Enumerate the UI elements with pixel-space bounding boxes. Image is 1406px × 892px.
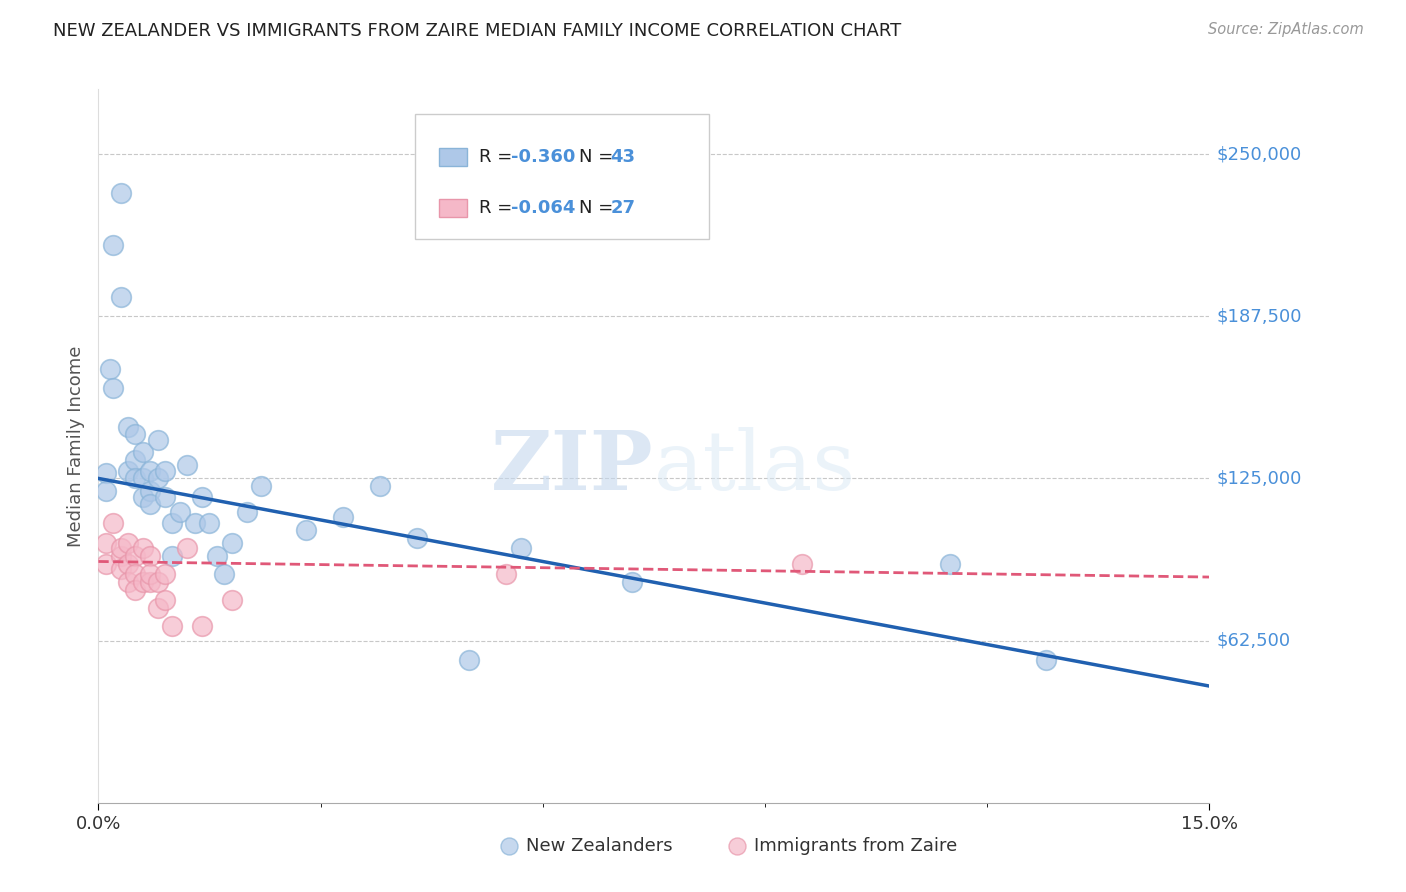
Point [183, 516, 205, 530]
Point [153, 593, 176, 607]
Point [132, 541, 155, 556]
Text: $62,500: $62,500 [1216, 632, 1291, 649]
Point [368, 479, 391, 493]
Point [94, 484, 117, 499]
Text: 43: 43 [610, 148, 636, 166]
Point [176, 541, 198, 556]
Point [146, 575, 169, 590]
FancyBboxPatch shape [415, 114, 710, 239]
Text: R =: R = [479, 199, 519, 217]
Point [139, 464, 162, 478]
Point [294, 524, 316, 538]
Point [132, 575, 155, 590]
Point [457, 653, 479, 667]
Point [162, 516, 184, 530]
Point [117, 536, 139, 550]
Point [191, 490, 214, 504]
Point [132, 490, 155, 504]
Text: R =: R = [479, 148, 519, 166]
Point [94, 536, 117, 550]
Point [98, 362, 121, 376]
Text: Source: ZipAtlas.com: Source: ZipAtlas.com [1208, 22, 1364, 37]
Point [117, 419, 139, 434]
Point [110, 562, 132, 576]
Point [103, 516, 125, 530]
Point [509, 541, 531, 556]
Point [117, 575, 139, 590]
Point [169, 505, 191, 519]
Point [139, 575, 162, 590]
Point [153, 567, 176, 582]
Point [94, 467, 117, 481]
Text: $250,000: $250,000 [1216, 145, 1302, 163]
Point [495, 567, 517, 582]
Text: NEW ZEALANDER VS IMMIGRANTS FROM ZAIRE MEDIAN FAMILY INCOME CORRELATION CHART: NEW ZEALANDER VS IMMIGRANTS FROM ZAIRE M… [53, 22, 901, 40]
Point [124, 549, 146, 564]
Point [124, 567, 146, 582]
Point [110, 186, 132, 200]
Point [132, 445, 155, 459]
Point [162, 549, 184, 564]
Text: N =: N = [579, 148, 620, 166]
Point [162, 619, 184, 633]
Point [198, 516, 221, 530]
Point [235, 505, 257, 519]
Point [110, 541, 132, 556]
Point [176, 458, 198, 473]
Text: Immigrants from Zaire: Immigrants from Zaire [754, 837, 957, 855]
Text: 27: 27 [610, 199, 636, 217]
Point [117, 464, 139, 478]
Point [332, 510, 354, 524]
Text: atlas: atlas [654, 427, 856, 508]
Point [146, 433, 169, 447]
Point [103, 381, 125, 395]
Point [191, 619, 214, 633]
Point [250, 479, 273, 493]
Text: $187,500: $187,500 [1216, 307, 1302, 326]
Point [110, 549, 132, 564]
Point [146, 601, 169, 615]
Point [139, 484, 162, 499]
Point [124, 427, 146, 442]
Point [132, 471, 155, 485]
Y-axis label: Median Family Income: Median Family Income [66, 345, 84, 547]
Point [221, 536, 243, 550]
Point [124, 453, 146, 467]
Point [620, 575, 643, 590]
Point [117, 557, 139, 571]
Text: New Zealanders: New Zealanders [526, 837, 672, 855]
Bar [440, 199, 467, 217]
Point [146, 471, 169, 485]
Point [124, 471, 146, 485]
Point [205, 549, 228, 564]
Point [139, 497, 162, 511]
Point [790, 557, 813, 571]
Text: N =: N = [579, 199, 620, 217]
Point [139, 549, 162, 564]
Point [139, 567, 162, 582]
Point [94, 557, 117, 571]
Point [153, 464, 176, 478]
Text: $125,000: $125,000 [1216, 469, 1302, 487]
Point [110, 290, 132, 304]
Point [405, 531, 427, 545]
Point [103, 238, 125, 252]
Point [214, 567, 236, 582]
Point [153, 490, 176, 504]
Text: -0.360: -0.360 [510, 148, 575, 166]
Bar [440, 148, 467, 166]
Text: ZIP: ZIP [491, 427, 654, 508]
Point [124, 582, 146, 597]
Point [1035, 653, 1057, 667]
Point [939, 557, 962, 571]
Text: -0.064: -0.064 [510, 199, 575, 217]
Point [221, 593, 243, 607]
